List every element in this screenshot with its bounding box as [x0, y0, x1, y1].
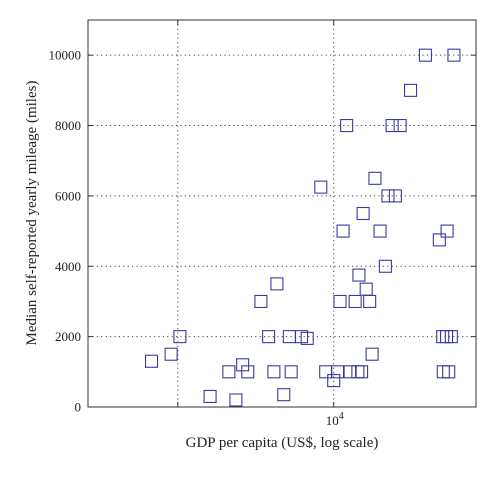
data-point [385, 118, 399, 133]
data-point [381, 189, 395, 203]
y-tick-label: 6000 [55, 188, 81, 203]
data-point [365, 347, 379, 361]
x-axis-title: GDP per capita (US$, log scale) [186, 435, 379, 451]
data-point [373, 224, 387, 238]
grid-lines [88, 20, 476, 407]
data-point [203, 389, 217, 403]
data-point [222, 365, 236, 379]
data-point [442, 365, 456, 379]
data-point [418, 48, 432, 62]
data-point [348, 294, 362, 309]
data-point [164, 347, 178, 361]
data-point [436, 365, 450, 379]
data-point [444, 330, 458, 344]
y-tick-label: 10000 [49, 48, 82, 63]
data-point [352, 268, 366, 282]
data-point [330, 365, 345, 379]
data-point [388, 189, 402, 203]
data-point [363, 294, 377, 309]
data-point [368, 171, 382, 185]
y-tick-label: 2000 [55, 329, 81, 344]
data-point [359, 282, 373, 296]
data-point [436, 330, 450, 344]
data-point [241, 365, 255, 379]
y-tick-label: 4000 [55, 259, 81, 274]
data-point [314, 180, 328, 194]
data-point [440, 330, 454, 344]
data-point [236, 358, 250, 372]
data-point [432, 233, 446, 247]
y-tick-label: 8000 [55, 118, 81, 133]
data-point [327, 374, 341, 388]
data-point [282, 330, 296, 344]
data-point [144, 354, 159, 368]
y-tick-label: 0 [75, 400, 82, 415]
data-point [300, 331, 314, 345]
data-point [229, 393, 243, 407]
data-point [284, 365, 298, 379]
data-point [393, 118, 407, 133]
data-point [447, 48, 461, 62]
data-point [267, 365, 281, 379]
data-point [343, 365, 357, 379]
data-point [270, 277, 284, 291]
data-point [173, 330, 187, 344]
plot-frame [87, 19, 477, 408]
data-point [355, 365, 369, 379]
data-point [319, 365, 333, 379]
data-point [404, 83, 418, 97]
tick-labels: 0 2000 4000 6000 8000 10000 104 [49, 48, 344, 428]
data-points [144, 48, 461, 407]
data-point [356, 206, 370, 221]
data-point [262, 330, 276, 344]
data-point [340, 118, 354, 133]
data-point [351, 365, 365, 379]
data-point [440, 224, 454, 238]
data-point [378, 259, 392, 273]
axis-ticks [88, 20, 476, 408]
data-point [277, 388, 291, 402]
data-point [333, 294, 347, 309]
data-point [254, 294, 268, 309]
y-axis-title: Median self-reported yearly mileage (mil… [24, 81, 40, 346]
data-point [336, 224, 350, 238]
x-tick-label: 104 [326, 411, 344, 428]
